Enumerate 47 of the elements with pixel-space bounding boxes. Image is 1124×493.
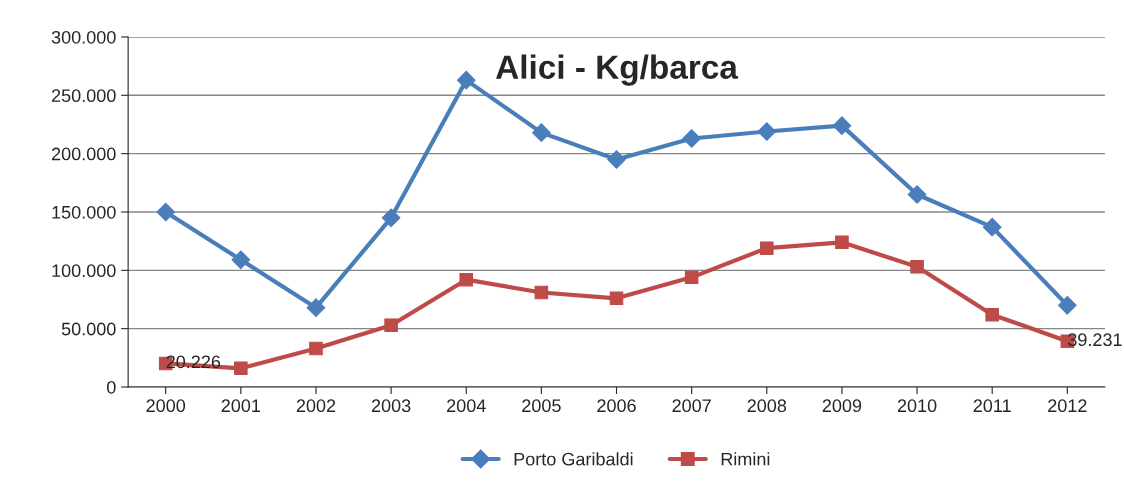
legend-label: Porto Garibaldi — [514, 452, 633, 466]
y-tick-label: 300.000 — [51, 30, 116, 44]
x-tick-label: 2008 — [747, 399, 787, 413]
point — [309, 341, 323, 356]
legend-label: Rimini — [721, 452, 770, 466]
point — [982, 217, 1002, 237]
x-tick-label: 2009 — [822, 399, 862, 413]
point — [384, 318, 398, 332]
y-tick-label: 250.000 — [51, 89, 116, 103]
point — [609, 291, 624, 306]
y-tick-label: 50.000 — [61, 322, 116, 336]
x-tick-label: 2001 — [221, 399, 261, 413]
x-tick-label: 2003 — [371, 399, 411, 413]
x-tick-label: 2005 — [522, 399, 561, 413]
point — [760, 241, 774, 255]
point — [907, 185, 927, 204]
point — [607, 150, 626, 169]
point — [910, 260, 924, 274]
point — [381, 208, 401, 228]
point — [682, 129, 702, 148]
point — [684, 270, 699, 285]
x-tick-label: 2002 — [296, 399, 336, 413]
point — [835, 235, 849, 250]
point — [985, 307, 999, 322]
point — [534, 285, 549, 300]
x-tick-label: 2000 — [146, 399, 186, 413]
point — [234, 361, 248, 376]
y-tick-label: 0 — [107, 380, 116, 394]
x-tick-label: 2007 — [672, 399, 711, 413]
y-tick-label: 150.000 — [52, 205, 116, 219]
chart-title: Alici - Kg/barca — [496, 54, 739, 86]
point — [231, 250, 251, 270]
x-tick-label: 2010 — [897, 399, 937, 413]
point — [1057, 295, 1077, 315]
point — [757, 122, 777, 141]
x-tick-label: 2004 — [447, 399, 486, 413]
x-tick-label: 2011 — [973, 399, 1011, 413]
y-tick-label: 200.000 — [51, 147, 116, 161]
point — [456, 70, 476, 90]
point — [459, 272, 474, 287]
point — [156, 202, 176, 222]
point — [532, 123, 551, 143]
y-tick-label: 100.000 — [52, 264, 116, 278]
x-tick-label: 2006 — [597, 399, 636, 413]
point — [306, 298, 326, 318]
point — [832, 116, 852, 136]
x-tick-label: 2012 — [1048, 399, 1087, 413]
